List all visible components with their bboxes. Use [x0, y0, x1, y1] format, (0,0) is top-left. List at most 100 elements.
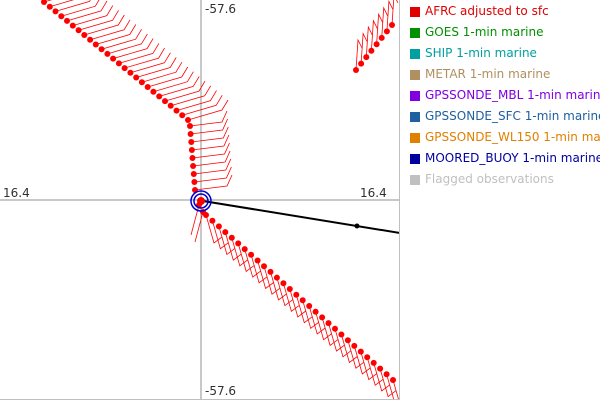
- wind-barb: [176, 90, 217, 111]
- observation-plot-svg: [0, 0, 410, 404]
- wind-barb: [141, 61, 183, 83]
- wind-barb: [315, 311, 332, 341]
- wind-barb: [49, 0, 74, 8]
- legend-item[interactable]: SHIP 1-min marine: [404, 46, 600, 67]
- wind-barb: [194, 211, 204, 243]
- legend-label: GPSSONDE_WL150 1-min marine: [425, 130, 600, 144]
- observation-point: [87, 36, 94, 43]
- legend-item[interactable]: METAR 1-min marine: [404, 67, 600, 88]
- wind-barb: [193, 158, 232, 175]
- observation-points-layer: [41, 0, 396, 383]
- observation-point: [127, 69, 134, 76]
- wind-barb: [191, 134, 230, 151]
- wind-barb: [192, 142, 230, 159]
- wind-barb: [78, 10, 119, 31]
- wind-barb: [190, 118, 228, 135]
- wind-barb: [283, 283, 300, 312]
- observation-point: [261, 263, 267, 270]
- legend-item[interactable]: GPSSONDE_SFC 1-min marine: [404, 109, 600, 130]
- wind-barb: [365, 25, 373, 58]
- legend-swatch: [410, 133, 420, 143]
- wind-barb: [341, 334, 358, 364]
- observation-point: [377, 365, 384, 372]
- axis-label-left: 16.4: [3, 186, 30, 200]
- storm-center-inner-ring: [193, 193, 209, 209]
- legend-item[interactable]: AFRC adjusted to sfc: [404, 4, 600, 25]
- legend-swatch: [410, 91, 420, 101]
- observation-point: [150, 88, 157, 95]
- wind-barb: [224, 231, 242, 261]
- wind-barb: [263, 266, 281, 295]
- legend-item[interactable]: Flagged observations: [404, 172, 600, 193]
- observation-point: [144, 84, 151, 90]
- wind-barb: [61, 0, 100, 17]
- observation-point: [190, 163, 197, 169]
- legend-item[interactable]: GOES 1-min marine: [404, 25, 600, 46]
- legend-item[interactable]: GPSSONDE_MBL 1-min marine: [404, 88, 600, 109]
- wind-barb: [194, 174, 233, 191]
- legend-item[interactable]: GPSSONDE_WL150 1-min marine: [404, 130, 600, 151]
- wind-barb: [373, 362, 390, 392]
- wind-barb: [164, 80, 206, 102]
- observation-point: [286, 286, 293, 292]
- observation-point: [353, 67, 359, 73]
- wind-barbs-layer: [43, 0, 410, 404]
- wind-barb: [112, 38, 154, 59]
- observation-point: [228, 234, 235, 241]
- observation-point: [191, 179, 198, 185]
- observation-point: [133, 74, 140, 81]
- axis-label-bottom: -57.6: [205, 384, 237, 398]
- observation-point: [325, 320, 332, 327]
- observation-point: [378, 34, 385, 41]
- legend: AFRC adjusted to sfc GOES 1-min marine SHI…: [404, 4, 600, 193]
- wind-barb: [302, 300, 319, 329]
- legend-label: Flagged observations: [425, 172, 554, 186]
- observation-point: [75, 27, 82, 34]
- wind-barb: [101, 28, 142, 50]
- observation-point: [52, 8, 59, 15]
- map-plot[interactable]: -57.6 -57.6 16.4 16.4: [0, 0, 410, 404]
- legend-label: GPSSONDE_SFC 1-min marine: [425, 109, 600, 123]
- wind-barb: [355, 38, 363, 71]
- wind-barb: [381, 6, 389, 38]
- legend-swatch: [410, 28, 420, 38]
- legend-swatch: [410, 154, 420, 164]
- observation-point: [98, 46, 105, 53]
- wind-barb: [194, 166, 232, 183]
- storm-center-outer-ring[interactable]: [190, 190, 212, 212]
- wind-barb: [328, 322, 345, 352]
- observation-point: [81, 32, 88, 38]
- legend-label: AFRC adjusted to sfc: [425, 4, 549, 18]
- observation-point: [338, 331, 345, 338]
- wind-barb: [66, 0, 108, 22]
- observation-point: [104, 50, 111, 57]
- wind-barb: [334, 328, 352, 358]
- wind-barb: [182, 95, 223, 116]
- wind-barb: [237, 243, 255, 273]
- wind-barb: [191, 126, 229, 143]
- wind-barb: [124, 47, 165, 69]
- legend-label: MOORED_BUOY 1-min marine: [425, 151, 600, 165]
- wind-barb: [159, 76, 200, 97]
- observation-point: [58, 13, 65, 20]
- observation-point: [190, 171, 197, 177]
- observation-point: [373, 41, 380, 48]
- wind-barb: [392, 379, 410, 404]
- observation-point: [306, 303, 313, 309]
- wind-barb: [153, 71, 194, 93]
- legend-item[interactable]: MOORED_BUOY 1-min marine: [404, 151, 600, 172]
- legend-label: SHIP 1-min marine: [425, 46, 537, 60]
- observation-point: [370, 359, 377, 366]
- observation-point: [312, 308, 319, 315]
- wind-barb: [308, 305, 326, 335]
- observation-point: [110, 55, 117, 62]
- observation-point: [187, 123, 193, 129]
- storm-center-dot: [197, 197, 205, 205]
- observation-point: [187, 131, 194, 137]
- observation-point: [254, 257, 261, 264]
- wind-barb: [244, 248, 261, 278]
- wind-barb: [391, 0, 399, 26]
- wind-barb: [321, 317, 339, 347]
- observation-point: [280, 280, 287, 287]
- observation-point: [241, 246, 248, 253]
